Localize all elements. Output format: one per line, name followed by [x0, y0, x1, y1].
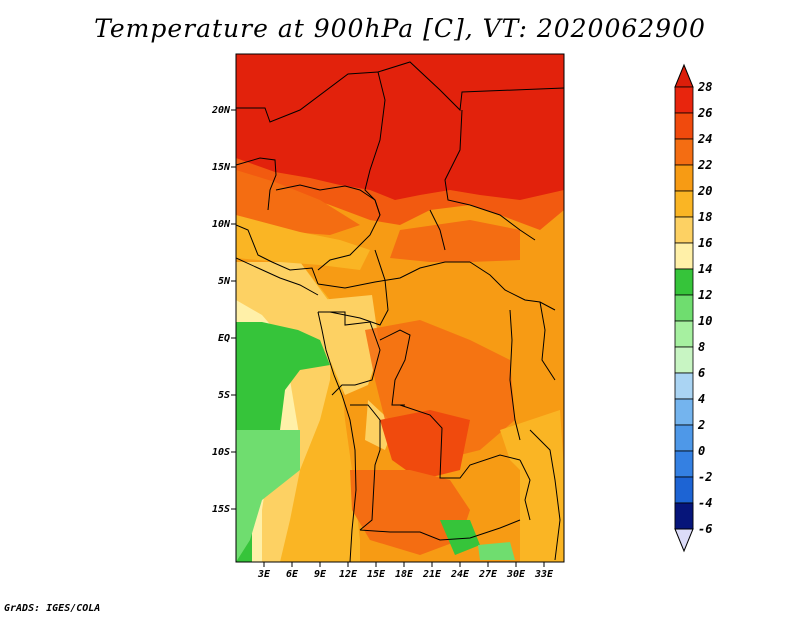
lon-tick-label: 33E	[534, 569, 554, 580]
colorbar-swatch	[674, 320, 694, 348]
colorbar-label: -4	[698, 496, 712, 510]
colorbar-label: 10	[698, 314, 712, 328]
colorbar-label: 20	[697, 184, 712, 198]
colorbar-swatch	[674, 164, 694, 192]
lat-tick-label: 5S	[218, 390, 230, 401]
temperature-field	[236, 54, 564, 562]
lat-tick-label: 15N	[212, 162, 231, 173]
lon-tick-label: 18E	[395, 569, 414, 580]
colorbar-swatch	[674, 294, 694, 322]
colorbar-label: 12	[698, 288, 712, 302]
colorbar-label: 18	[698, 210, 712, 224]
colorbar-label: 22	[697, 158, 712, 172]
lon-tick-label: 27E	[478, 569, 498, 580]
lat-tick-label: 10S	[212, 447, 230, 458]
colorbar-swatch	[674, 476, 694, 504]
footer-credit: GrADS: IGES/COLA	[4, 603, 101, 614]
colorbar-label: 8	[698, 340, 705, 354]
colorbar-swatch	[674, 398, 694, 426]
colorbar-label: 2	[697, 418, 705, 432]
colorbar-swatch	[674, 424, 694, 452]
colorbar-label: 26	[697, 106, 712, 120]
colorbar-swatch	[674, 346, 694, 374]
lon-tick-label: 30E	[506, 569, 526, 580]
colorbar-bottom-arrow	[674, 528, 694, 553]
latitude-axis: 20N 15N 10N 5N EQ 5S 10S 15S	[211, 105, 236, 515]
lat-tick-label: 15S	[212, 504, 230, 515]
longitude-axis: 3E 6E 9E 12E 15E 18E 21E 24E 27E 30E 33E	[257, 562, 554, 580]
country-borders	[236, 61, 564, 562]
colorbar-swatch	[674, 216, 694, 244]
colorbar-label: 14	[698, 262, 712, 276]
colorbar-label: -2	[698, 470, 712, 484]
map-title: Temperature at 900hPa [C], VT: 202006290…	[94, 14, 706, 43]
lat-tick-label: 20N	[211, 105, 231, 116]
map-frame	[235, 53, 565, 563]
lon-tick-label: 15E	[367, 569, 386, 580]
colorbar-label: 16	[698, 236, 712, 250]
lat-tick-label: EQ	[218, 333, 230, 344]
lon-tick-label: 12E	[339, 569, 358, 580]
colorbar-top-arrow	[674, 63, 694, 88]
lon-tick-label: 24E	[450, 569, 470, 580]
colorbar-label: 0	[698, 444, 705, 458]
colorbar-label: 28	[697, 80, 712, 94]
lon-tick-label: 3E	[257, 569, 271, 580]
lat-tick-label: 5N	[218, 276, 231, 287]
colorbar-label: 24	[697, 132, 712, 146]
lon-tick-label: 6E	[286, 569, 299, 580]
lon-tick-label: 9E	[314, 569, 327, 580]
colorbar-swatch	[674, 502, 694, 530]
colorbar-swatch	[674, 112, 694, 140]
colorbar-swatch	[674, 242, 694, 270]
colorbar-swatch	[674, 372, 694, 400]
colorbar-label: 4	[698, 392, 705, 406]
colorbar-swatch	[674, 450, 694, 478]
colorbar-swatch	[674, 86, 694, 114]
colorbar-label: 6	[698, 366, 705, 380]
colorbar-swatch	[674, 268, 694, 296]
lat-tick-label: 10N	[212, 219, 231, 230]
colorbar-swatch	[674, 138, 694, 166]
colorbar-label: -6	[698, 522, 712, 536]
lon-tick-label: 21E	[422, 569, 442, 580]
colorbar-swatch	[674, 190, 694, 218]
